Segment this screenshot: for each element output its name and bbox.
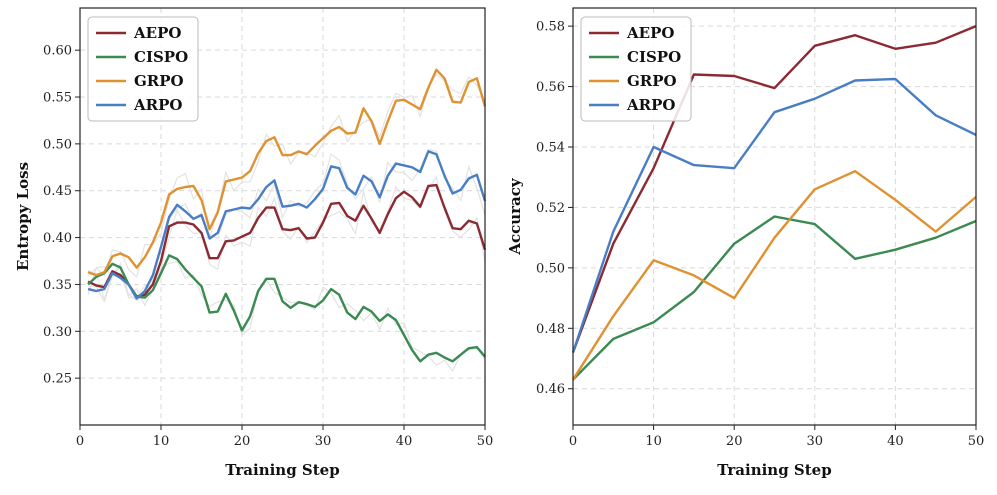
y-tick-label: 0.60 (43, 44, 72, 59)
y-tick-label: 0.25 (43, 372, 72, 387)
series-line-grpo (571, 170, 977, 381)
legend-label-grpo: GRPO (627, 72, 677, 90)
series-line-aepo (571, 24, 977, 353)
raw-cispo-line (87, 260, 486, 373)
y-tick-label: 0.55 (43, 91, 72, 106)
x-axis-label: Training Step (717, 461, 831, 479)
series-line-arpo (87, 150, 487, 300)
y-tick-label: 0.56 (536, 80, 565, 95)
series-line-aepo (87, 183, 487, 298)
legend-label-arpo: ARPO (626, 96, 675, 114)
series-line-cispo (572, 215, 977, 381)
y-tick-label: 0.54 (536, 141, 565, 156)
y-tick-label: 0.35 (43, 278, 72, 293)
legend-label-cispo: CISPO (627, 48, 681, 66)
y-tick-label: 0.45 (43, 184, 72, 199)
legend-label-grpo: GRPO (134, 72, 184, 90)
x-tick-label: 30 (315, 434, 332, 449)
legend-label-cispo: CISPO (134, 48, 188, 66)
entropy-loss-panel: 0 10 20 30 40 50 0.25 0.30 0.35 0.40 0.45 0.50 0.55 0… (14, 7, 494, 479)
legend-label-aepo: AEPO (133, 24, 181, 42)
y-tick-label: 0.40 (43, 231, 72, 246)
x-tick-label: 50 (477, 434, 494, 449)
series-line-grpo (87, 68, 487, 277)
x-tick-label: 10 (645, 434, 662, 449)
y-tick-label: 0.46 (536, 382, 565, 397)
legend-box (580, 16, 692, 122)
x-tick-label: 0 (76, 434, 84, 449)
x-tick-label: 20 (726, 434, 743, 449)
y-tick-label: 0.52 (536, 201, 565, 216)
x-tick-label: 40 (396, 434, 413, 449)
legend-label-arpo: ARPO (133, 96, 182, 114)
legend: AEPO CISPO GRPO ARPO (87, 16, 199, 122)
y-axis-label: Accuracy (506, 177, 524, 256)
y-tick-label: 0.50 (536, 261, 565, 276)
y-tick-label: 0.30 (43, 325, 72, 340)
x-axis-label: Training Step (225, 461, 339, 479)
x-tick-label: 10 (153, 434, 170, 449)
legend-label-aepo: AEPO (626, 24, 674, 42)
y-tick-label: 0.58 (536, 20, 565, 35)
series-line-cispo (87, 254, 486, 363)
legend-box (87, 16, 199, 122)
legend: AEPO CISPO GRPO ARPO (580, 16, 692, 122)
x-tick-label: 0 (569, 434, 577, 449)
axes-frame (572, 7, 977, 426)
x-tick-label: 50 (968, 434, 985, 449)
series-line-arpo (571, 77, 977, 353)
accuracy-panel: 0 10 20 30 40 50 0.46 0.48 0.50 0.52 0.54 0.56 0.58 T… (506, 7, 985, 479)
y-tick-label: 0.48 (536, 322, 565, 337)
axes-frame (79, 7, 486, 426)
y-axis-label: Entropy Loss (14, 162, 32, 271)
x-tick-label: 20 (234, 434, 251, 449)
x-tick-label: 40 (887, 434, 904, 449)
raw-arpo-line (88, 148, 486, 304)
y-tick-label: 0.50 (43, 137, 72, 152)
x-tick-label: 30 (807, 434, 824, 449)
